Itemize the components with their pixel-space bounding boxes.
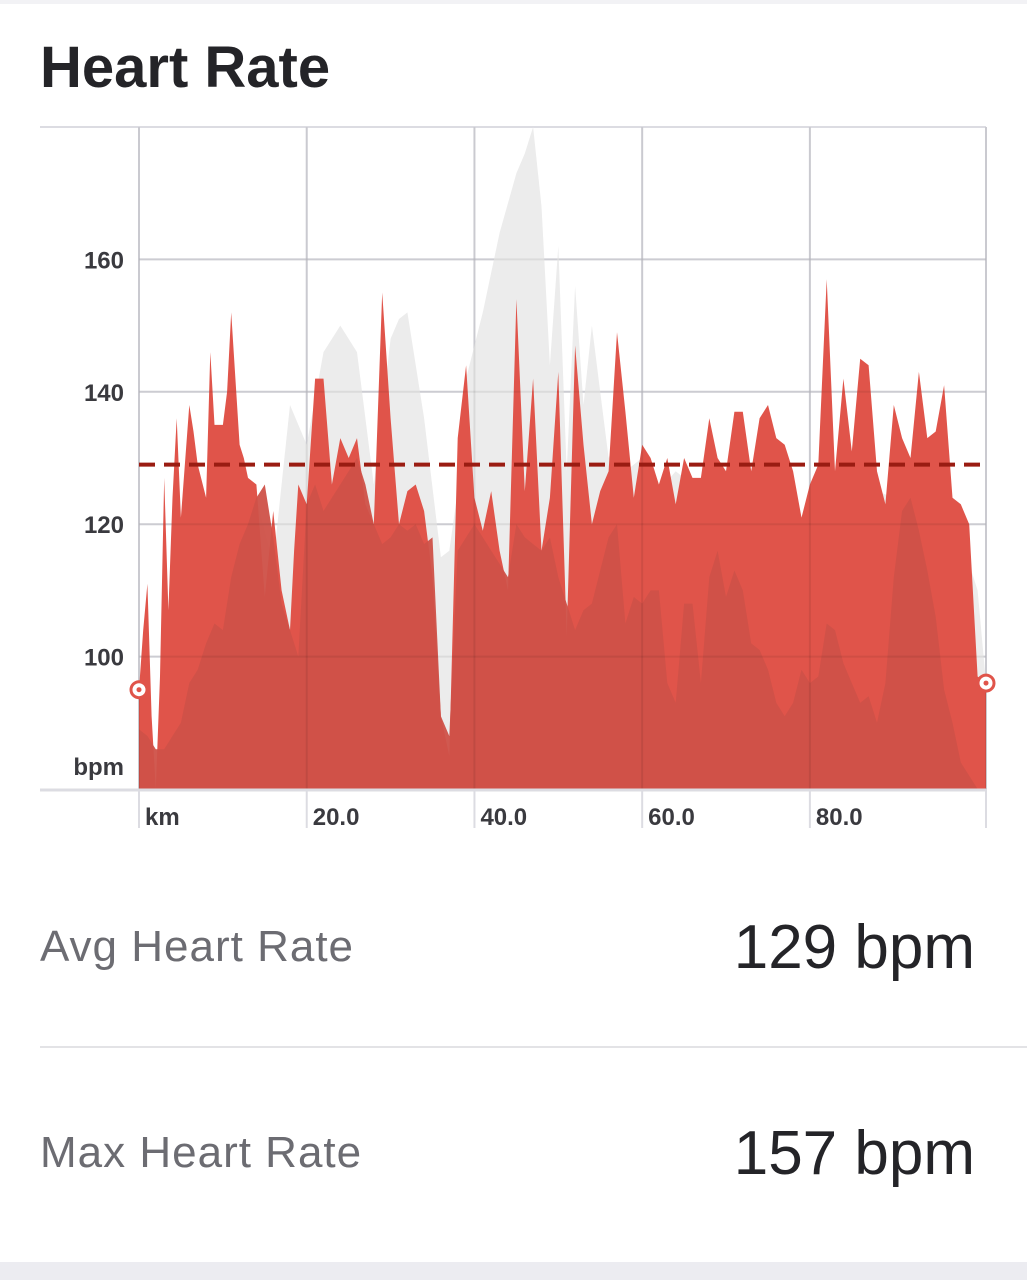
- endpoint-marker-dot: [136, 687, 142, 693]
- stats-divider: [40, 1046, 1027, 1048]
- max-heart-rate-row: Max Heart Rate 157 bpm: [40, 1110, 975, 1190]
- avg-heart-rate-value: 129 bpm: [733, 913, 975, 982]
- x-tick-label: 40.0: [480, 804, 527, 831]
- secondary-series-area: [139, 458, 986, 789]
- x-tick-label: 20.0: [313, 804, 360, 831]
- y-tick-label: 120: [84, 512, 124, 539]
- y-axis-label: bpm: [73, 754, 124, 781]
- endpoint-marker-dot: [983, 680, 989, 686]
- y-tick-label: 100: [84, 645, 124, 672]
- card-title: Heart Rate: [40, 35, 331, 100]
- bottom-strip: [0, 1262, 1027, 1280]
- y-tick-label: 160: [84, 247, 124, 274]
- max-heart-rate-value: 157 bpm: [733, 1119, 975, 1188]
- x-tick-label: 80.0: [816, 804, 863, 831]
- x-tick-label: 60.0: [648, 804, 695, 831]
- max-heart-rate-label: Max Heart Rate: [40, 1128, 363, 1177]
- x-axis-label: km: [145, 804, 180, 831]
- avg-heart-rate-row: Avg Heart Rate 129 bpm: [40, 904, 975, 984]
- heart-rate-card: Heart Rate 100 120 140 160 bpm km 20.0 40.0 60.0…: [0, 4, 1027, 1262]
- y-tick-label: 140: [84, 380, 124, 407]
- avg-heart-rate-label: Avg Heart Rate: [40, 922, 355, 971]
